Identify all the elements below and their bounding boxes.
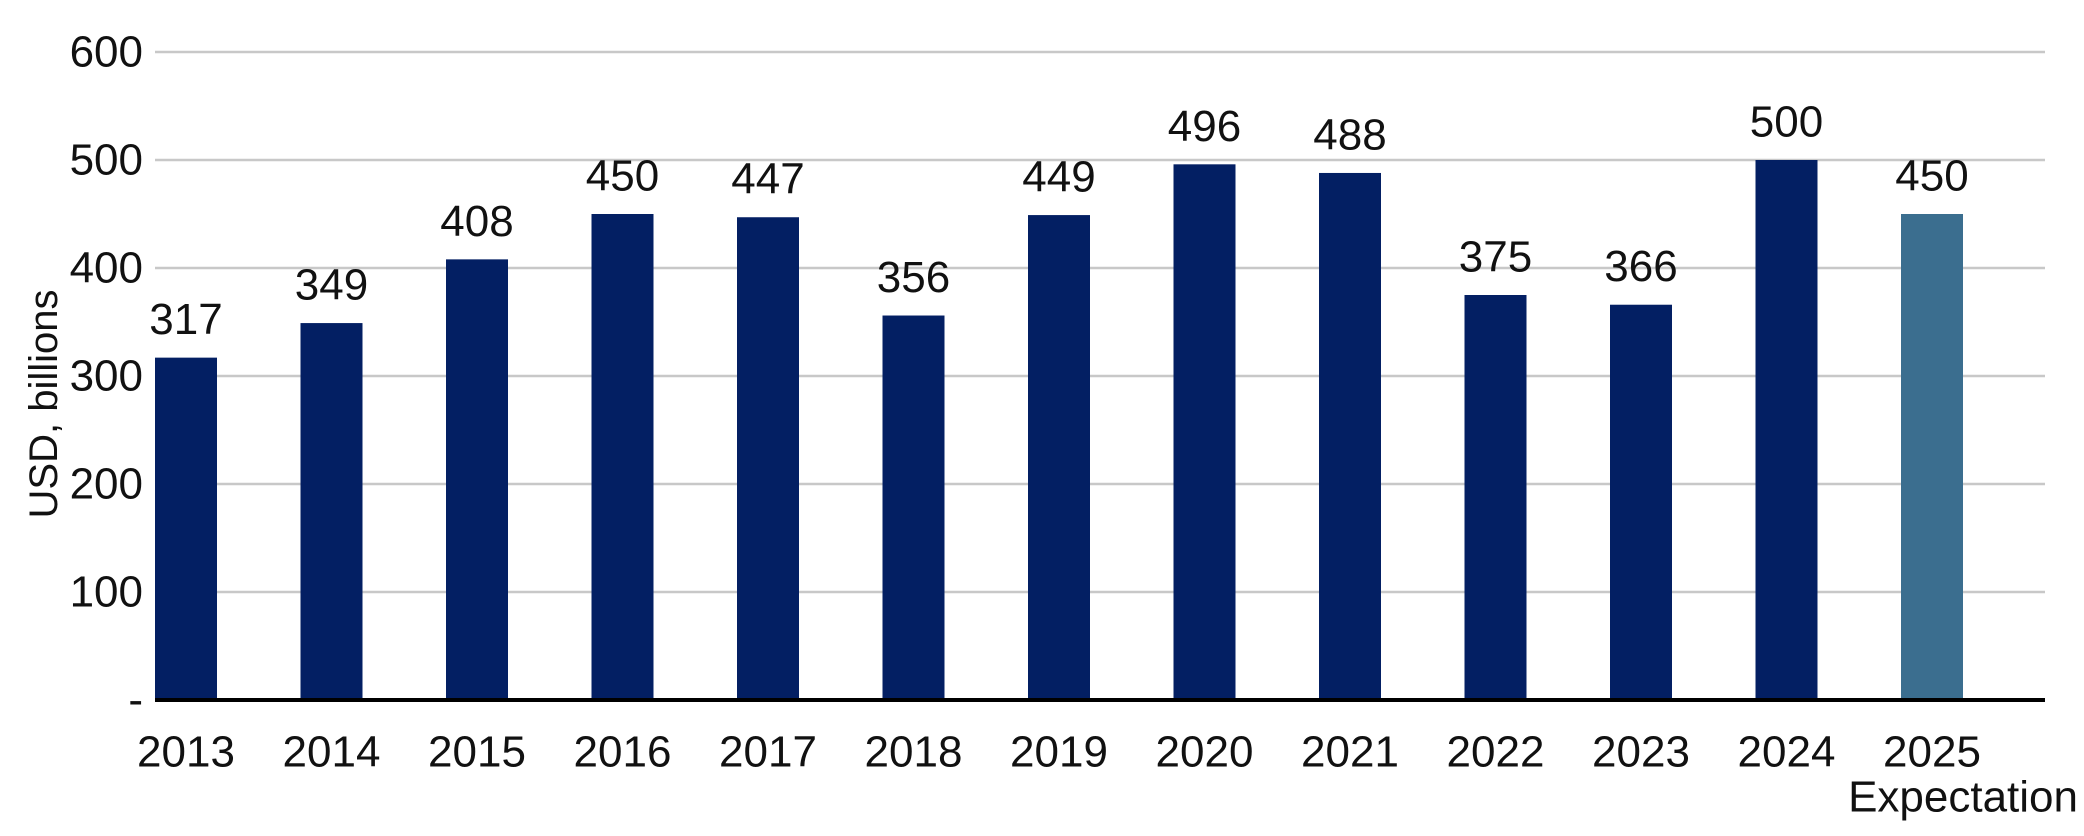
data-label: 375 (1459, 233, 1532, 282)
x-tick-sublabel: Expectation (1848, 773, 2078, 822)
bar-2019 (1028, 215, 1090, 700)
data-label: 450 (1895, 152, 1968, 201)
x-tick-label: 2020 (1156, 728, 1254, 777)
x-tick-label: 2023 (1592, 728, 1690, 777)
data-label: 408 (440, 197, 513, 246)
x-tick-label: 2016 (574, 728, 672, 777)
x-tick-label: 2018 (865, 728, 963, 777)
x-tick-label: 2014 (283, 728, 381, 777)
bar-2020 (1173, 164, 1236, 700)
data-label: 496 (1168, 102, 1241, 151)
x-tick-label: 2024 (1738, 728, 1836, 777)
labels: - 100 200 300 400 500 600 317 2013 349 2014 408 2015… (70, 28, 2078, 822)
bar-2025 (1901, 214, 1963, 700)
data-label: 356 (877, 253, 950, 302)
data-label: 500 (1750, 98, 1823, 147)
bar-2018 (882, 315, 945, 700)
bar-2023 (1610, 304, 1672, 700)
y-tick-label: - (128, 676, 143, 725)
data-label: 488 (1313, 110, 1386, 159)
y-tick-label: 300 (70, 352, 143, 401)
x-tick-label: 2022 (1447, 728, 1545, 777)
x-tick-label: 2021 (1301, 728, 1399, 777)
bar-2017 (737, 217, 799, 701)
y-tick-label: 200 (70, 460, 143, 509)
data-label: 366 (1604, 242, 1677, 291)
x-tick-label: 2017 (719, 728, 817, 777)
y-axis-title: USD, billions (22, 290, 66, 519)
data-label: 447 (731, 155, 804, 204)
bar-2015 (446, 259, 508, 700)
data-label: 449 (1022, 153, 1095, 202)
y-tick-label: 400 (70, 244, 143, 293)
data-label: 450 (586, 152, 659, 201)
bar-2021 (1319, 172, 1381, 700)
y-tick-label: 500 (70, 136, 143, 185)
bar-2024 (1755, 160, 1818, 700)
x-tick-label: 2015 (428, 728, 526, 777)
x-tick-label: 2013 (137, 728, 235, 777)
x-tick-label: 2025 (1883, 728, 1981, 777)
data-label: 349 (295, 261, 368, 310)
x-tick-label: 2019 (1010, 728, 1108, 777)
y-tick-label: 600 (70, 28, 143, 77)
bar-2013 (155, 357, 217, 700)
data-label: 317 (149, 295, 222, 344)
bar-2022 (1464, 295, 1527, 700)
bar-2016 (591, 214, 654, 700)
bar-2014 (300, 323, 363, 700)
bars (155, 160, 1963, 701)
y-tick-label: 100 (70, 568, 143, 617)
